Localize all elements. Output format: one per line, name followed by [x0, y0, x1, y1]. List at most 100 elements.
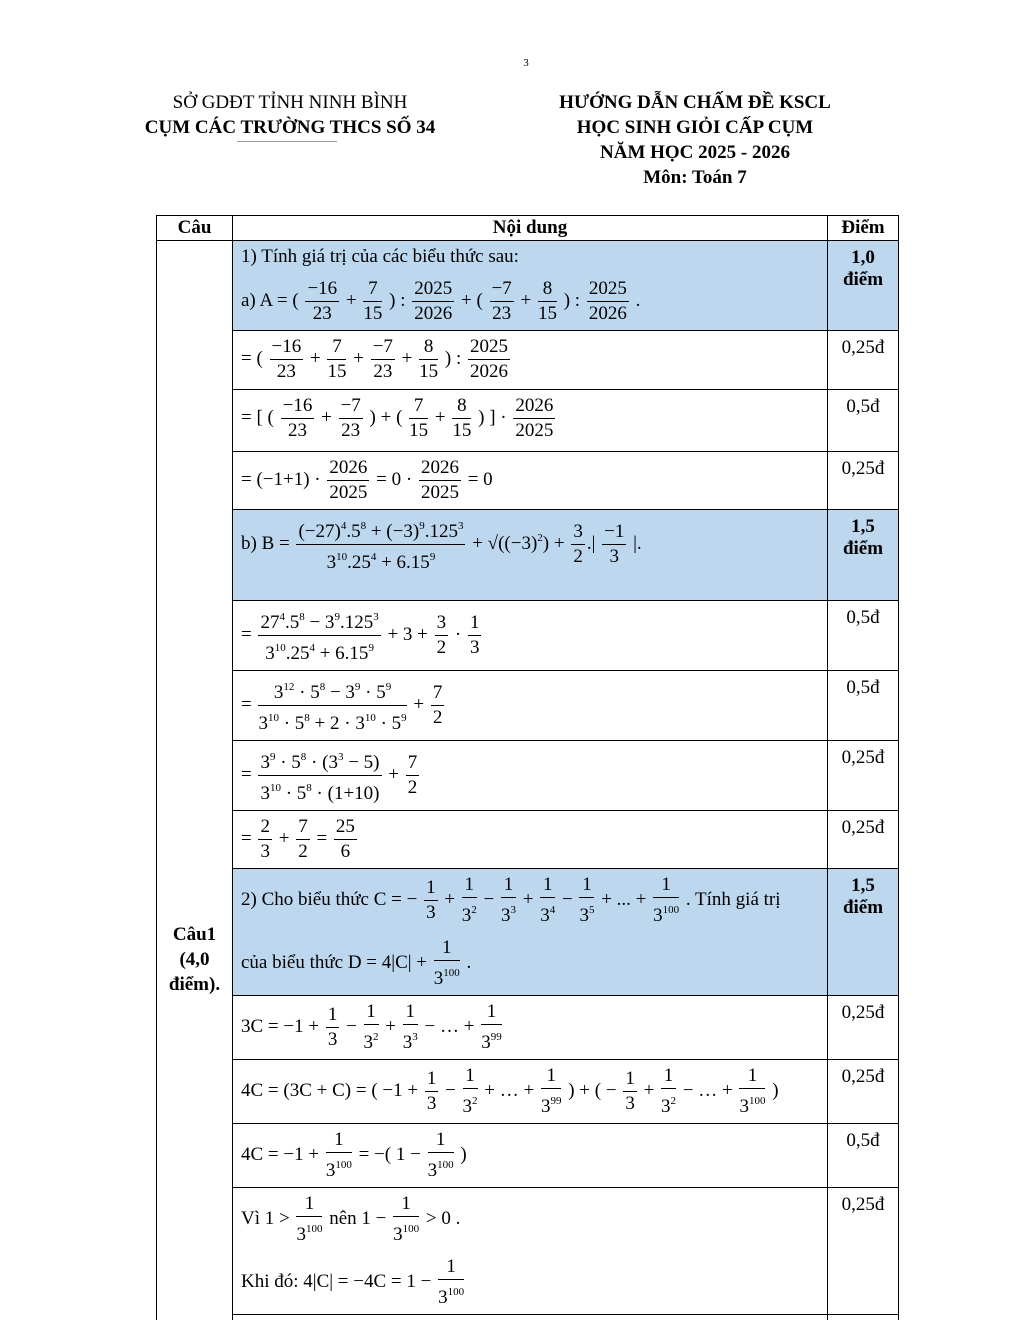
formula-line: = 39 · 58 · (33 − 5) 310 · 58 · (1+10) + … — [241, 741, 819, 810]
content-cell: Vì 1 > 1 3100 nên 1 − 1 3100 > 0 . Khi đó: … — [232, 1186, 828, 1315]
table-row: Vì 1 > 1 3100 nên 1 − 1 3100 > 0 . Khi đó: … — [157, 1186, 899, 1315]
fraction: 25 6 — [333, 815, 357, 862]
fraction: 2025 2026 — [412, 277, 455, 324]
points-value: 0,5đ — [846, 1129, 880, 1151]
fraction: 1 33 — [501, 873, 517, 926]
points-value: điểm — [842, 537, 884, 559]
formula-line: = 274.58 − 39.1253 310.254 + 6.159 + 3 + … — [241, 601, 819, 670]
doc-subtitle: HỌC SINH GIỎI CẤP CỤM — [576, 117, 814, 138]
fraction: 2026 2025 — [513, 394, 556, 441]
header-points: Điểm — [827, 215, 899, 241]
formula-line: = [ ( −16 23 + −7 23 ) + ( 7 15 + 8 15 ) ] ·… — [241, 394, 556, 441]
points-cell: 0,25đ — [827, 739, 899, 811]
fraction: 39 · 58 · (33 − 5) 310 · 58 · (1+10) — [258, 745, 382, 806]
header-content: Nội dung — [232, 215, 828, 241]
formula-line: = 312 · 58 − 39 · 59 310 · 58 + 2 · 310 ·… — [241, 671, 819, 740]
table-row: 4C = −1 + 1 3100 = −( 1 − 1 3100 ) 0,5đ — [157, 1122, 899, 1188]
department-name: SỞ GDĐT TỈNH NINH BÌNH — [172, 92, 408, 113]
fraction: −16 23 — [305, 277, 340, 324]
question-label-line: Câu1 — [172, 923, 217, 945]
formula-line: của biểu thức D = 4|C| + 1 3100 . — [241, 936, 472, 989]
fraction: 1 34 — [540, 873, 556, 926]
fraction: 1 399 — [481, 1000, 502, 1053]
fraction: 8 15 — [452, 394, 472, 441]
points-cell: 0,5đ — [827, 669, 899, 741]
formula-line: a) A = ( −16 23 + 7 15 ) : 2025 2026 + ( −7… — [241, 277, 641, 324]
points-value: 1,5 — [851, 874, 875, 896]
content-cell: = 274.58 − 39.1253 310.254 + 6.159 + 3 + … — [232, 599, 828, 671]
formula-line: Khi đó: 4|C| = −4C = 1 − 1 3100 — [241, 1255, 465, 1308]
points-cell: 1,5 điểm — [827, 867, 899, 996]
points-value: 0,25đ — [841, 1193, 885, 1215]
fraction: −1 3 — [602, 520, 627, 567]
points-value: điểm — [842, 269, 884, 290]
fraction: −7 23 — [489, 277, 514, 324]
fraction: −16 23 — [280, 394, 315, 441]
table-row: = 39 · 58 · (33 − 5) 310 · 58 · (1+10) + … — [157, 739, 899, 811]
fraction: 1 32 — [461, 873, 477, 926]
points-value: 0,25đ — [841, 457, 885, 479]
fraction: 1 399 — [540, 1064, 562, 1117]
fraction: 274.58 − 39.1253 310.254 + 6.159 — [258, 605, 381, 666]
points-value: 0,25đ — [841, 816, 885, 838]
doc-title: HƯỚNG DẪN CHẤM ĐỀ KSCL — [559, 92, 831, 113]
fraction: 1 32 — [661, 1064, 677, 1117]
table-row: Câu1 (4,0 điểm). 1) Tính giá trị của các bi… — [156, 240, 899, 1320]
fraction: 7 15 — [409, 394, 429, 441]
fraction: 8 15 — [419, 335, 439, 382]
header-left: SỞ GDĐT TỈNH NINH BÌNH CỤM CÁC TRƯỜNG TH… — [110, 90, 470, 140]
fraction: −16 23 — [269, 335, 304, 382]
formula-line: = (−1+1) · 2026 2025 = 0 · 2026 2025 = 0 — [241, 456, 493, 503]
formula-line: 4C = −1 + 1 3100 = −( 1 − 1 3100 ) — [241, 1128, 467, 1181]
points-cell: 1,0 điểm — [827, 240, 899, 331]
fraction: 2025 2026 — [468, 335, 510, 382]
school-cluster: CỤM CÁC TRƯỜNG THCS SỐ 34 — [144, 117, 436, 138]
formula-line: Vì 1 > 1 3100 nên 1 − 1 3100 > 0 . — [241, 1192, 461, 1245]
question-label: Câu1 (4,0 điểm). — [156, 240, 233, 1320]
content-cell: 1) Tính giá trị của các biểu thức sau: a)… — [232, 240, 828, 331]
content-cell: = 39 · 58 · (33 − 5) 310 · 58 · (1+10) + … — [232, 739, 828, 811]
points-cell: 1,5 điểm — [827, 508, 899, 601]
fraction: 1 32 — [363, 1000, 379, 1053]
points-value: 1,5 — [851, 515, 875, 537]
points-value: 0,5đ — [846, 606, 880, 628]
points-value: 0,5đ — [846, 676, 880, 698]
content-cell: 4C = −1 + 1 3100 = −( 1 − 1 3100 ) — [232, 1122, 828, 1188]
table-row: = 312 · 58 − 39 · 59 310 · 58 + 2 · 310 ·… — [157, 669, 899, 741]
grading-table: Câu Nội dung Điểm Câu1 (4,0 điểm). 1) Tính … — [156, 215, 899, 1320]
points-value: 0,25đ — [841, 1001, 885, 1023]
fraction: 2026 2025 — [418, 456, 461, 503]
fraction: 2026 2025 — [327, 456, 370, 503]
points-cell: 0,25đ — [827, 809, 899, 869]
points-cell: 0,25đ — [827, 1186, 899, 1315]
points-value: 0,25đ — [841, 746, 885, 768]
question-label-line: điểm). — [168, 973, 221, 995]
header-divider — [237, 141, 337, 142]
content-cell: = 312 · 58 − 39 · 59 310 · 58 + 2 · 310 ·… — [232, 669, 828, 741]
